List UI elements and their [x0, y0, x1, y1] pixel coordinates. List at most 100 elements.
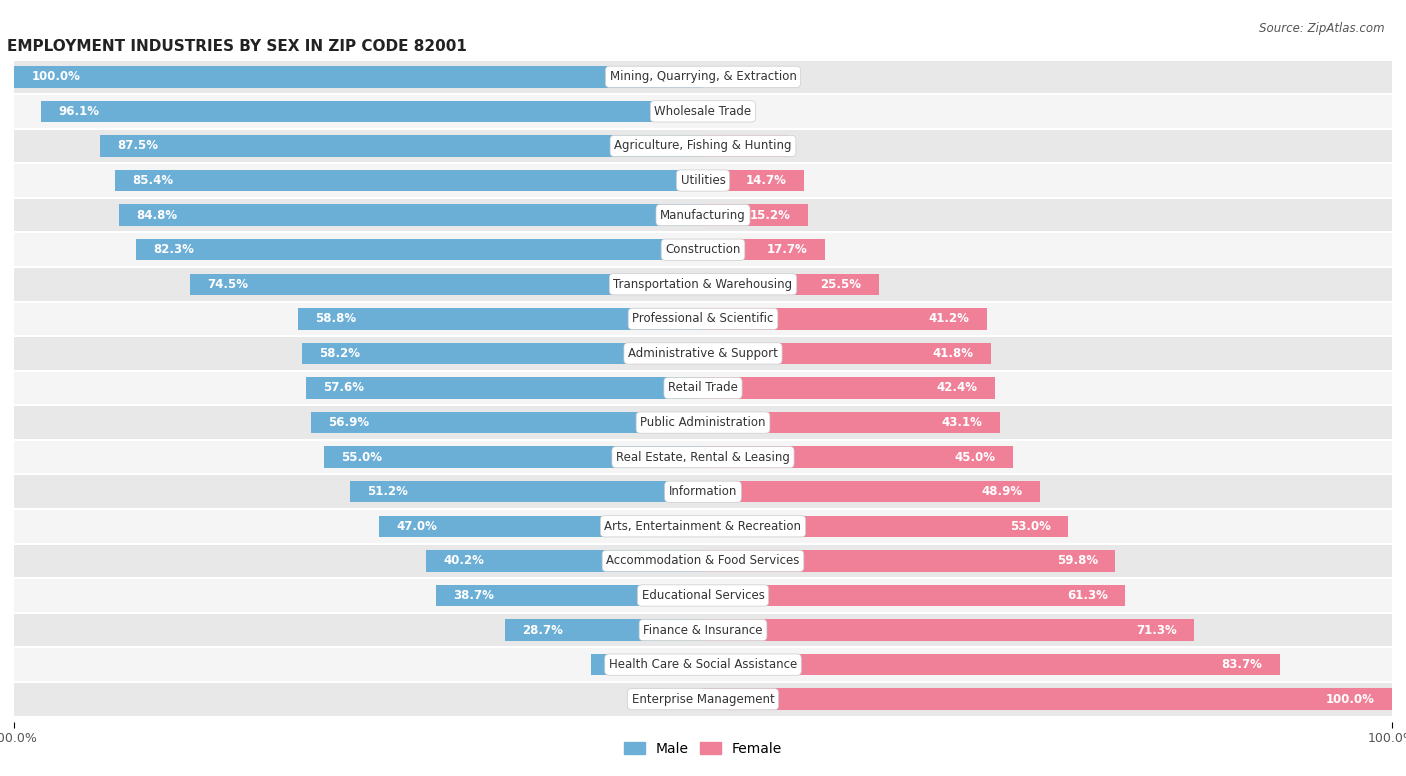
- Text: 84.8%: 84.8%: [136, 209, 177, 222]
- Text: 83.7%: 83.7%: [1222, 658, 1263, 671]
- Text: 42.4%: 42.4%: [936, 382, 979, 394]
- Bar: [703, 654, 1279, 675]
- Text: 41.8%: 41.8%: [932, 347, 974, 360]
- Text: EMPLOYMENT INDUSTRIES BY SEX IN ZIP CODE 82001: EMPLOYMENT INDUSTRIES BY SEX IN ZIP CODE…: [7, 40, 467, 54]
- Text: 82.3%: 82.3%: [153, 243, 194, 256]
- Bar: [14, 578, 1392, 613]
- Text: 0.0%: 0.0%: [659, 693, 693, 705]
- Bar: [703, 170, 804, 191]
- Bar: [302, 343, 703, 364]
- Text: 56.9%: 56.9%: [328, 416, 370, 429]
- Text: Health Care & Social Assistance: Health Care & Social Assistance: [609, 658, 797, 671]
- Text: Arts, Entertainment & Recreation: Arts, Entertainment & Recreation: [605, 520, 801, 533]
- Bar: [14, 405, 1392, 440]
- Text: 12.5%: 12.5%: [731, 140, 772, 152]
- Text: Manufacturing: Manufacturing: [661, 209, 745, 222]
- Bar: [298, 308, 703, 330]
- Bar: [115, 170, 703, 191]
- Bar: [703, 550, 1115, 572]
- Text: 85.4%: 85.4%: [132, 174, 173, 187]
- Bar: [703, 412, 1000, 433]
- Text: 28.7%: 28.7%: [523, 624, 564, 636]
- Bar: [380, 515, 703, 537]
- Text: 58.2%: 58.2%: [319, 347, 360, 360]
- Bar: [41, 101, 703, 122]
- Text: 3.9%: 3.9%: [681, 105, 713, 118]
- Text: Public Administration: Public Administration: [640, 416, 766, 429]
- Text: 40.2%: 40.2%: [443, 554, 484, 567]
- Bar: [436, 585, 703, 606]
- Bar: [307, 377, 703, 399]
- Bar: [14, 440, 1392, 474]
- Text: 74.5%: 74.5%: [207, 278, 247, 291]
- Text: Retail Trade: Retail Trade: [668, 382, 738, 394]
- Text: 87.5%: 87.5%: [117, 140, 159, 152]
- Bar: [505, 619, 703, 641]
- Bar: [190, 274, 703, 295]
- Bar: [14, 613, 1392, 647]
- Text: Mining, Quarrying, & Extraction: Mining, Quarrying, & Extraction: [610, 71, 796, 83]
- Bar: [14, 267, 1392, 302]
- Text: 15.2%: 15.2%: [749, 209, 790, 222]
- Text: 51.2%: 51.2%: [367, 485, 408, 498]
- Text: 0.0%: 0.0%: [713, 71, 747, 83]
- Bar: [14, 682, 1392, 716]
- Bar: [703, 101, 730, 122]
- Text: 43.1%: 43.1%: [942, 416, 983, 429]
- Text: Source: ZipAtlas.com: Source: ZipAtlas.com: [1260, 22, 1385, 35]
- Bar: [14, 302, 1392, 336]
- Text: 55.0%: 55.0%: [342, 451, 382, 463]
- Bar: [426, 550, 703, 572]
- Bar: [14, 544, 1392, 578]
- Bar: [14, 232, 1392, 267]
- Bar: [136, 239, 703, 261]
- Bar: [14, 647, 1392, 682]
- Bar: [703, 308, 987, 330]
- Bar: [14, 129, 1392, 163]
- Bar: [14, 66, 703, 88]
- Text: Wholesale Trade: Wholesale Trade: [654, 105, 752, 118]
- Text: 38.7%: 38.7%: [454, 589, 495, 602]
- Bar: [703, 239, 825, 261]
- Bar: [703, 481, 1040, 502]
- Bar: [703, 515, 1069, 537]
- Bar: [703, 446, 1012, 468]
- Bar: [14, 198, 1392, 232]
- Text: Finance & Insurance: Finance & Insurance: [644, 624, 762, 636]
- Text: 16.3%: 16.3%: [607, 658, 648, 671]
- Bar: [14, 371, 1392, 405]
- Bar: [703, 135, 789, 157]
- Text: 61.3%: 61.3%: [1067, 589, 1108, 602]
- Text: 48.9%: 48.9%: [981, 485, 1022, 498]
- Text: 100.0%: 100.0%: [31, 71, 80, 83]
- Text: Educational Services: Educational Services: [641, 589, 765, 602]
- Bar: [703, 274, 879, 295]
- Bar: [350, 481, 703, 502]
- Text: Transportation & Warehousing: Transportation & Warehousing: [613, 278, 793, 291]
- Legend: Male, Female: Male, Female: [619, 736, 787, 761]
- Bar: [14, 60, 1392, 94]
- Text: Information: Information: [669, 485, 737, 498]
- Bar: [311, 412, 703, 433]
- Text: Utilities: Utilities: [681, 174, 725, 187]
- Text: 58.8%: 58.8%: [315, 313, 356, 325]
- Bar: [703, 377, 995, 399]
- Text: Agriculture, Fishing & Hunting: Agriculture, Fishing & Hunting: [614, 140, 792, 152]
- Text: Administrative & Support: Administrative & Support: [628, 347, 778, 360]
- Text: 57.6%: 57.6%: [323, 382, 364, 394]
- Text: Enterprise Management: Enterprise Management: [631, 693, 775, 705]
- Bar: [703, 204, 807, 226]
- Text: 53.0%: 53.0%: [1010, 520, 1050, 533]
- Bar: [703, 619, 1194, 641]
- Text: 71.3%: 71.3%: [1136, 624, 1177, 636]
- Text: 100.0%: 100.0%: [1326, 693, 1375, 705]
- Text: Construction: Construction: [665, 243, 741, 256]
- Bar: [591, 654, 703, 675]
- Text: 41.2%: 41.2%: [929, 313, 970, 325]
- Bar: [323, 446, 703, 468]
- Bar: [14, 474, 1392, 509]
- Text: Professional & Scientific: Professional & Scientific: [633, 313, 773, 325]
- Bar: [14, 509, 1392, 544]
- Bar: [14, 163, 1392, 198]
- Bar: [703, 343, 991, 364]
